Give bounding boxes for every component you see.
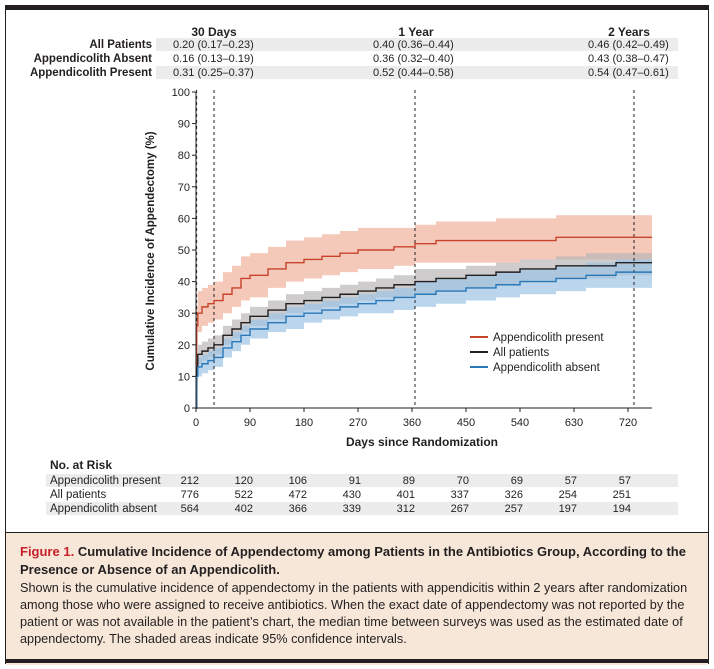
series-lines [195,236,652,409]
y-tick-label: 80 [178,150,190,162]
risk-value: 197 [559,503,577,515]
caption-body: Shown is the cumulative incidence of app… [20,581,688,646]
risk-value: 472 [289,489,307,501]
x-tick-label: 0 [193,417,199,429]
series-line-appendicolith-absent [195,271,652,409]
legend-label-present: Appendicolith present [493,332,604,344]
risk-value: 57 [619,475,631,487]
series-line-all-patients [195,261,652,409]
header-value: 0.52 (0.44–0.58) [373,67,454,79]
risk-value: 337 [451,489,469,501]
bottom-rule [6,659,708,663]
header-value: 0.20 (0.17–0.23) [173,39,254,51]
header-row-stripe [156,66,678,79]
header-value: 0.43 (0.38–0.47) [588,53,669,65]
figure-caption: Figure 1. Cumulative Incidence of Append… [6,532,708,665]
risk-value: 430 [343,489,361,501]
axes: 0 10 20 30 40 50 60 70 80 90 100 0 90 180 270 360 450 540… [172,87,652,429]
risk-row-label-all: All patients [50,489,107,501]
risk-value: 267 [451,503,469,515]
x-tick-label: 720 [619,417,637,429]
y-tick-label: 50 [178,245,190,257]
risk-value: 120 [235,475,253,487]
risk-value: 366 [289,503,307,515]
incidence-chart: 30 Days 1 Year 2 Years All Patients Appe… [30,25,678,515]
risk-value: 91 [349,475,361,487]
confidence-bands [196,215,652,408]
header-timepoint-1-year: 1 Year [398,25,433,39]
header-row-label-all: All Patients [89,39,152,51]
header-value: 0.46 (0.42–0.49) [588,39,669,51]
risk-row-label-absent: Appendicolith absent [50,503,158,515]
x-tick-label: 360 [403,417,421,429]
legend-label-all: All patients [493,347,550,359]
y-tick-label: 0 [184,403,190,415]
x-tick-label: 450 [457,417,475,429]
legend: Appendicolith present All patients Appen… [470,332,604,374]
top-rule [6,6,708,10]
risk-row-stripe [46,474,678,487]
risk-value: 522 [235,489,253,501]
y-tick-label: 70 [178,182,190,194]
header-value: 0.31 (0.25–0.37) [173,67,254,79]
x-tick-label: 180 [295,417,313,429]
ci-band-appendicolith-present [196,215,652,408]
risk-value: 254 [559,489,577,501]
y-tick-label: 30 [178,308,190,320]
risk-value: 257 [505,503,523,515]
header-row-label-absent: Appendicolith Absent [34,53,153,65]
x-tick-label: 540 [511,417,529,429]
header-value: 0.16 (0.13–0.19) [173,53,254,65]
risk-value: 212 [181,475,199,487]
legend-label-absent: Appendicolith absent [493,362,601,374]
x-tick-label: 270 [349,417,367,429]
risk-value: 57 [565,475,577,487]
caption-title-text: Cumulative Incidence of Appendectomy amo… [20,544,686,577]
risk-value: 402 [235,503,253,515]
risk-value: 339 [343,503,361,515]
header-value: 0.36 (0.32–0.40) [373,53,454,65]
header-value: 0.54 (0.47–0.61) [588,67,669,79]
x-tick-label: 630 [565,417,583,429]
risk-value: 776 [181,489,199,501]
y-tick-label: 40 [178,277,190,289]
figure-frame: 30 Days 1 Year 2 Years All Patients Appe… [5,5,709,665]
risk-table-heading: No. at Risk [50,458,112,472]
risk-row-label-present: Appendicolith present [50,475,161,487]
y-tick-label: 60 [178,213,190,225]
ci-band-appendicolith-absent [196,259,652,408]
x-axis-label: Days since Randomization [346,435,498,449]
caption-title: Figure 1. Cumulative Incidence of Append… [20,543,694,579]
risk-values: 212 120 106 91 89 70 69 57 57 776 522 472 430 401 337 3… [181,475,631,515]
risk-value: 326 [505,489,523,501]
y-tick-label: 20 [178,340,190,352]
series-line-appendicolith-present [195,236,652,409]
x-tick-label: 90 [244,417,256,429]
risk-row-stripe [46,502,678,515]
ci-band-all-patients [196,253,652,408]
header-row-stripe [156,38,678,51]
risk-value: 564 [181,503,199,515]
risk-value: 69 [511,475,523,487]
risk-value: 312 [397,503,415,515]
risk-value: 251 [613,489,631,501]
header-value: 0.40 (0.36–0.44) [373,39,454,51]
y-tick-label: 90 [178,119,190,131]
y-axis-label: Cumulative Incidence of Appendectomy (%) [145,131,157,370]
figure-label: Figure 1. [20,544,75,559]
y-tick-label: 100 [172,87,190,99]
risk-value: 106 [289,475,307,487]
risk-value: 401 [397,489,415,501]
header-row-label-present: Appendicolith Present [30,67,152,79]
risk-value: 70 [457,475,469,487]
y-tick-label: 10 [178,371,190,383]
risk-value: 89 [403,475,415,487]
header-timepoint-2-years: 2 Years [608,25,650,39]
risk-value: 194 [613,503,631,515]
header-timepoint-30-days: 30 Days [191,25,237,39]
